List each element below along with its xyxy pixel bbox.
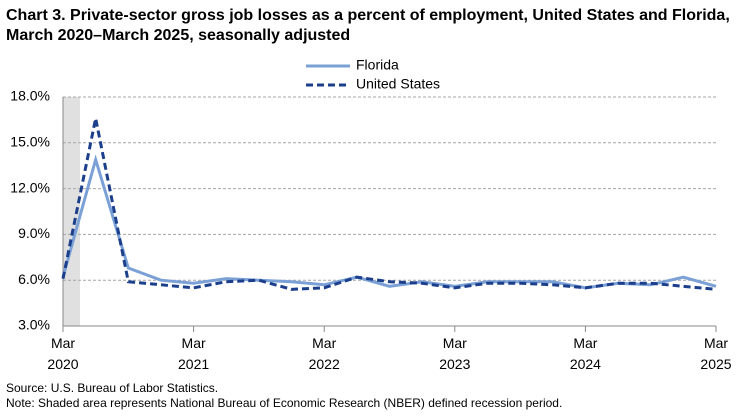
source: Source: U.S. Bureau of Labor Statistics. [6, 381, 219, 395]
y-tick-label: 3.0% [18, 317, 50, 333]
y-tick-label: 18.0% [10, 88, 50, 104]
x-tick-label: Mar 2023 [439, 335, 471, 372]
y-tick-label: 9.0% [18, 225, 50, 241]
series-line [61, 154, 717, 290]
y-tick-label: 6.0% [18, 271, 50, 287]
series-line [61, 118, 717, 291]
x-tick-label: Mar 2020 [47, 335, 79, 372]
x-tick-label: Mar 2024 [569, 335, 601, 372]
legend-label: Florida [356, 57, 399, 73]
legend-label: United States [356, 76, 440, 92]
x-tick-label: Mar 2021 [178, 335, 210, 372]
recession-shade [63, 97, 80, 326]
note: Note: Shaded area represents National Bu… [6, 396, 563, 410]
x-tick-label: Mar 2025 [700, 335, 732, 372]
y-tick-label: 12.0% [10, 179, 50, 195]
y-tick-label: 15.0% [10, 134, 50, 150]
x-tick-label: Mar 2022 [308, 335, 340, 372]
chart-title: Chart 3. Private-sector gross job losses… [6, 7, 730, 44]
